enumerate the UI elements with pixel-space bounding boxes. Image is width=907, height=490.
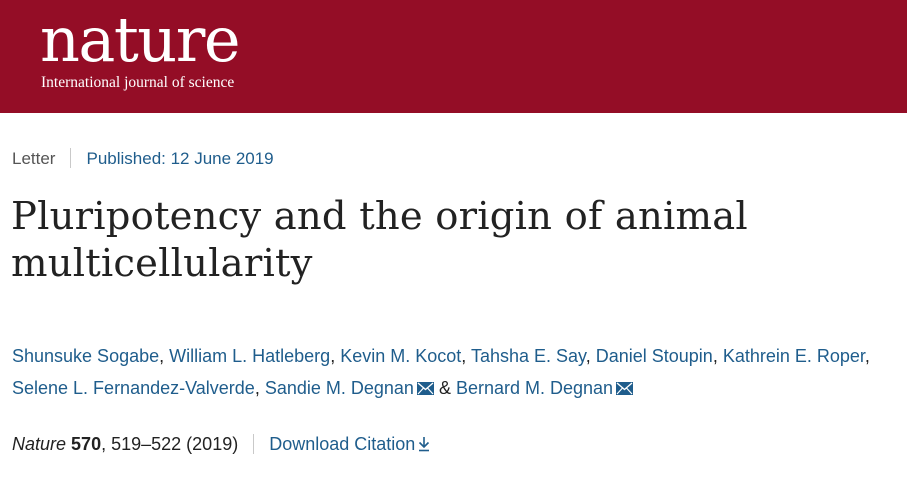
author-last-separator: & bbox=[433, 378, 456, 398]
author-link[interactable]: Tahsha E. Say bbox=[470, 346, 586, 366]
citation-divider bbox=[253, 434, 255, 454]
pages-year: , 519–522 (2019) bbox=[101, 434, 239, 454]
article-meta: Letter Published: 12 June 2019 bbox=[12, 148, 274, 170]
author-separator: , bbox=[330, 346, 341, 366]
article-title: Pluripotency and the origin of animal mu… bbox=[11, 194, 748, 286]
author-link[interactable]: Bernard M. Degnan bbox=[455, 378, 614, 398]
author-separator: , bbox=[585, 346, 596, 366]
author-link[interactable]: Selene L. Fernandez-Valverde bbox=[12, 378, 255, 398]
author-separator: , bbox=[712, 346, 723, 366]
published-date-link[interactable]: Published: 12 June 2019 bbox=[86, 149, 274, 168]
download-arrow-icon bbox=[419, 437, 430, 452]
download-citation-label: Download Citation bbox=[269, 434, 416, 454]
article-type: Letter bbox=[12, 149, 56, 168]
site-header: nature International journal of science bbox=[0, 0, 907, 113]
author-separator: , bbox=[159, 346, 170, 366]
author-separator: , bbox=[864, 346, 870, 366]
envelope-icon[interactable] bbox=[416, 382, 434, 395]
nature-logo[interactable]: nature bbox=[40, 3, 241, 76]
author-link[interactable]: Daniel Stoupin bbox=[595, 346, 713, 366]
author-separator: , bbox=[254, 378, 265, 398]
citation-row: Nature 570, 519–522 (2019) Download Citat… bbox=[12, 432, 430, 456]
author-separator: , bbox=[461, 346, 471, 366]
author-link[interactable]: Kevin M. Kocot bbox=[340, 346, 462, 366]
download-citation-link[interactable]: Download Citation bbox=[269, 434, 430, 454]
logo-tagline: International journal of science bbox=[41, 74, 235, 91]
journal-volume: 570 bbox=[71, 434, 102, 454]
envelope-icon[interactable] bbox=[616, 382, 634, 395]
journal-name: Nature bbox=[12, 434, 67, 454]
author-link[interactable]: William L. Hatleberg bbox=[169, 346, 331, 366]
author-link[interactable]: Shunsuke Sogabe bbox=[12, 346, 160, 366]
author-link[interactable]: Kathrein E. Roper bbox=[722, 346, 865, 366]
meta-divider bbox=[70, 148, 72, 168]
author-list: Shunsuke Sogabe, William L. Hatleberg, K… bbox=[12, 340, 902, 404]
author-link[interactable]: Sandie M. Degnan bbox=[264, 378, 414, 398]
